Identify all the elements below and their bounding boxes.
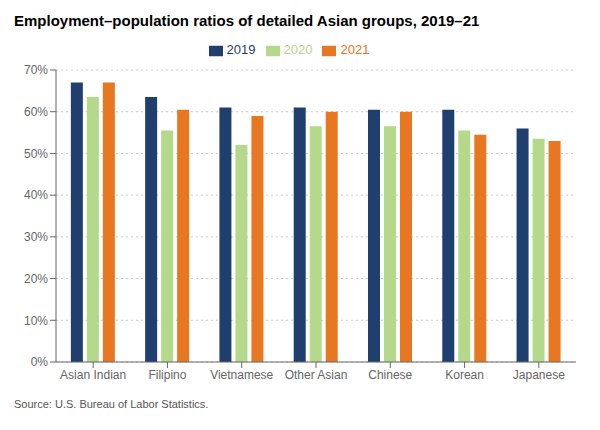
svg-text:Filipino: Filipino [148,368,186,382]
svg-text:Japanese: Japanese [513,368,565,382]
html-text:2019: 2019 [226,42,256,57]
svg-text:20%: 20% [24,272,48,286]
html-text:2021: 2021 [340,42,370,57]
svg-text:Korean: Korean [445,368,484,382]
html-text:Employment–population ratios o: Employment–population ratios of detailed… [14,12,480,29]
svg-text:70%: 70% [24,63,48,77]
svg-text:40%: 40% [24,188,48,202]
svg-text:30%: 30% [24,230,48,244]
svg-text:10%: 10% [24,314,48,328]
svg-text:0%: 0% [31,355,49,369]
svg-text:50%: 50% [24,147,48,161]
html-text:Source: U.S. Bureau of Labor S: Source: U.S. Bureau of Labor Statistics. [14,398,209,410]
svg-text:Other Asian: Other Asian [285,368,348,382]
svg-text:Chinese: Chinese [368,368,412,382]
svg-text:Vietnamese: Vietnamese [210,368,273,382]
svg-text:60%: 60% [24,105,48,119]
html-text:2020: 2020 [283,42,313,57]
svg-text:Asian Indian: Asian Indian [60,368,126,382]
